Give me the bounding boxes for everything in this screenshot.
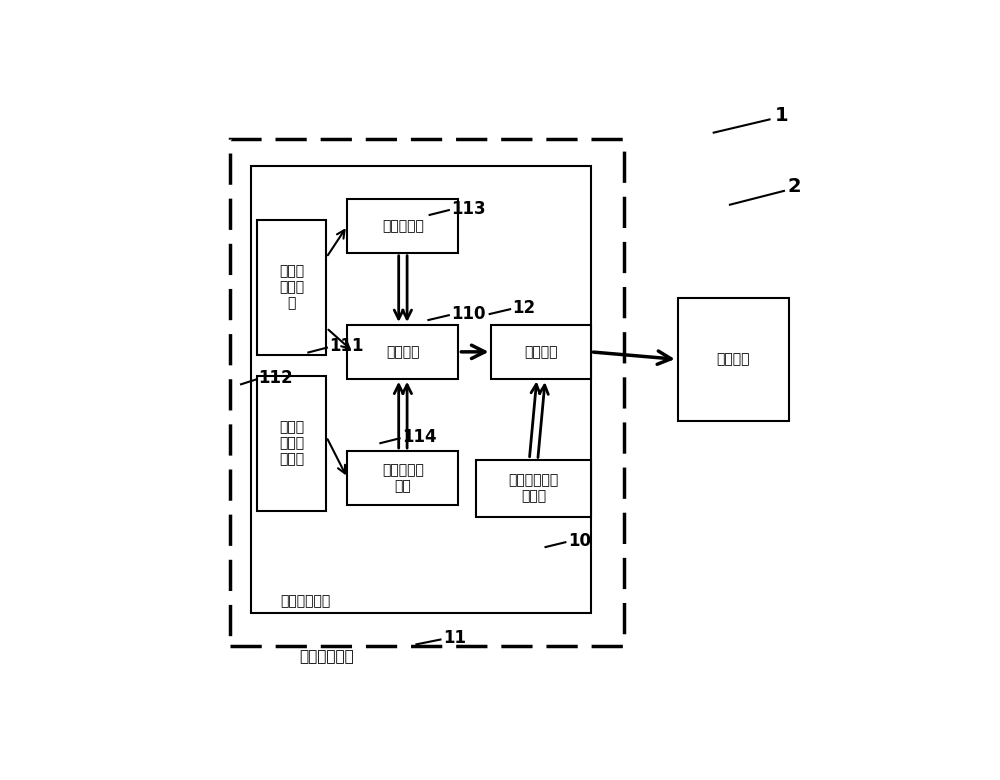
Text: 脉搏压力传
感器: 脉搏压力传 感器 — [382, 463, 424, 493]
Text: 12: 12 — [512, 299, 536, 317]
Bar — [347, 451, 458, 505]
Text: 通信模块: 通信模块 — [524, 345, 558, 359]
Bar — [476, 460, 591, 517]
Bar — [251, 165, 591, 613]
Text: 114: 114 — [402, 428, 437, 446]
Text: 微处理器: 微处理器 — [386, 345, 420, 359]
Bar — [257, 220, 326, 355]
Bar — [230, 139, 624, 646]
Text: 信号采集模块: 信号采集模块 — [280, 594, 330, 608]
Text: 113: 113 — [451, 200, 486, 218]
Text: 111: 111 — [329, 338, 364, 356]
Bar — [347, 199, 458, 253]
Text: 11: 11 — [443, 629, 466, 647]
Text: 1: 1 — [775, 106, 789, 126]
Bar — [678, 298, 789, 421]
Text: 110: 110 — [451, 305, 486, 323]
Text: 心率传感器: 心率传感器 — [382, 218, 424, 232]
Bar — [257, 376, 326, 511]
Text: 显示终端: 显示终端 — [716, 353, 750, 367]
Text: 112: 112 — [258, 369, 293, 388]
Bar — [491, 324, 591, 379]
Text: 血压初始值设
置模块: 血压初始值设 置模块 — [508, 473, 559, 504]
Text: 10: 10 — [568, 532, 591, 550]
Bar — [347, 324, 458, 379]
Text: 信号采集单元: 信号采集单元 — [299, 650, 354, 665]
Text: 2: 2 — [788, 177, 801, 197]
Text: 心率采
样控制
器: 心率采 样控制 器 — [279, 264, 304, 310]
Text: 脉搏压
力采样
控制器: 脉搏压 力采样 控制器 — [279, 420, 304, 466]
